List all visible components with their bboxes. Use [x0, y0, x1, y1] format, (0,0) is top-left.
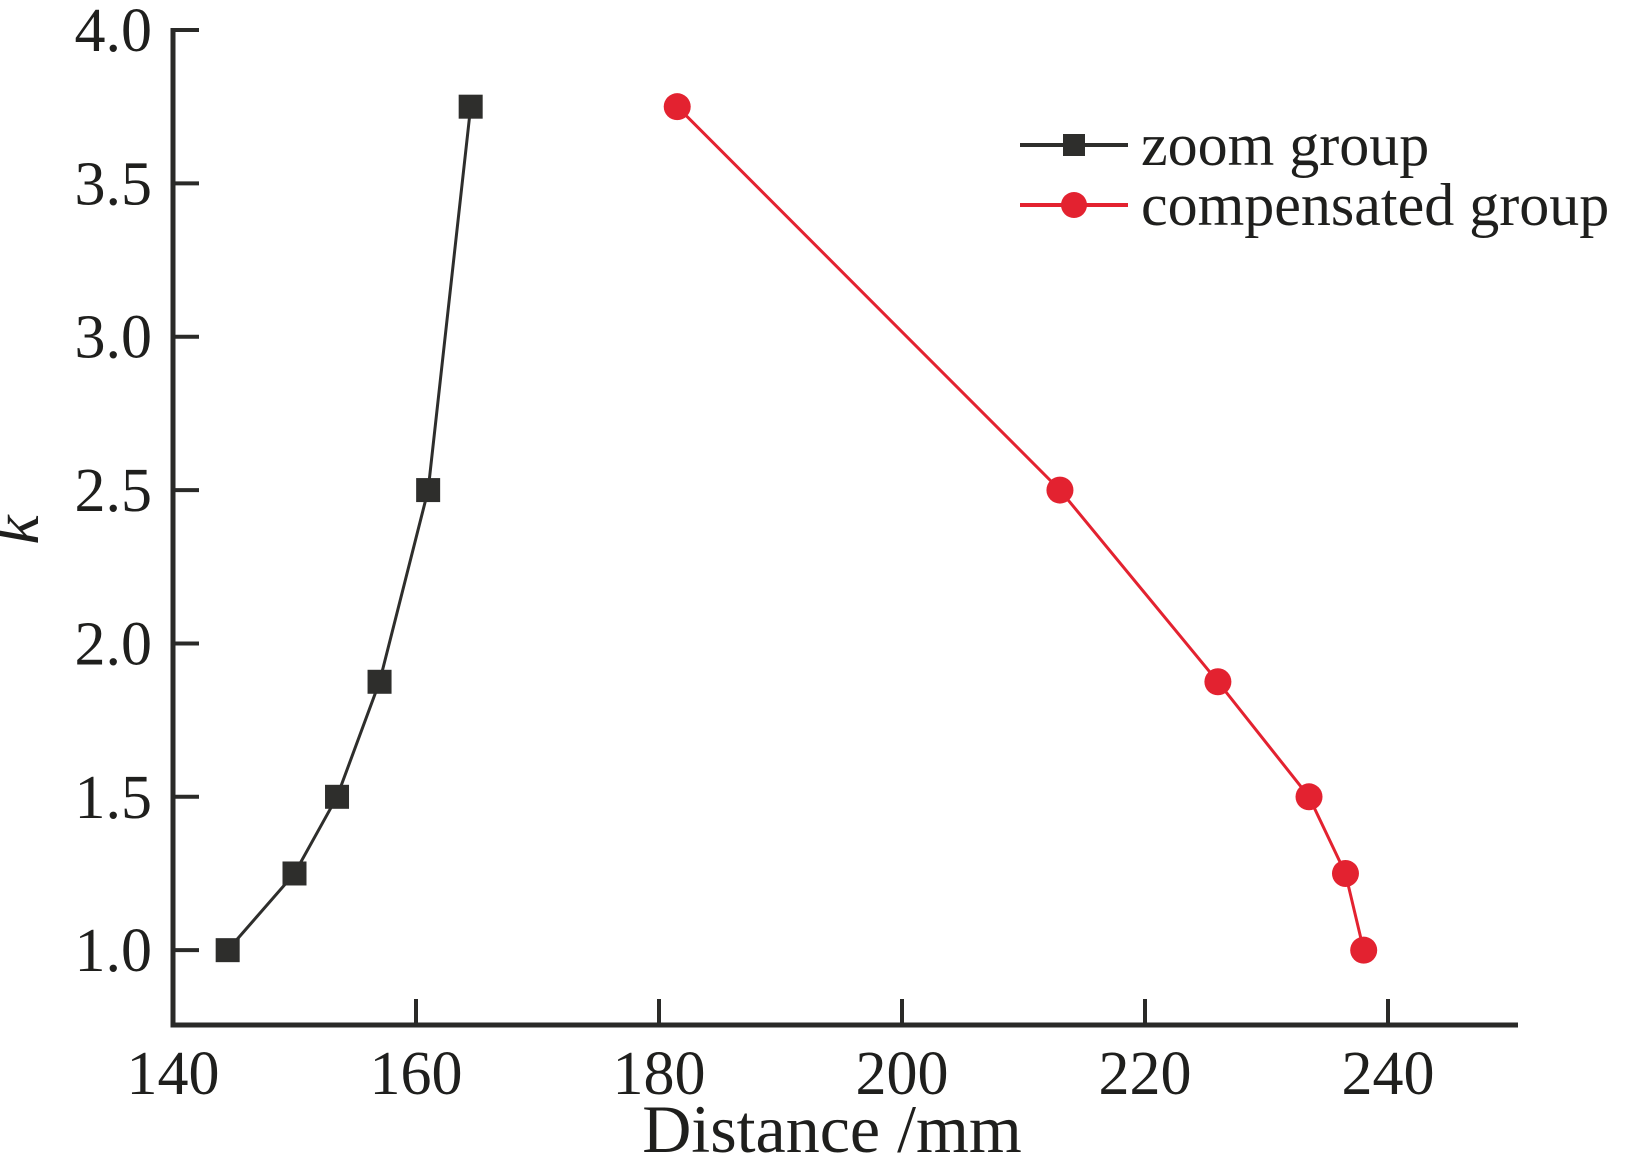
- zoom-group-marker-square: [367, 669, 392, 694]
- y-tick-label: 1.0: [75, 917, 153, 985]
- zoom-group-marker-square: [325, 784, 350, 809]
- legend-label-compensated-group: compensated group: [1141, 172, 1609, 238]
- x-tick-label: 180: [612, 1040, 705, 1108]
- x-tick-label: 240: [1341, 1040, 1434, 1108]
- y-tick-label: 2.0: [75, 610, 153, 678]
- y-axis-title: k: [0, 514, 53, 545]
- x-tick-label: 200: [855, 1040, 948, 1108]
- series-compensated-group: [663, 93, 1378, 964]
- y-tick-label: 3.5: [75, 150, 153, 218]
- legend-entry-zoom-group: zoom group: [1020, 112, 1429, 178]
- series-line-zoom-group: [226, 106, 473, 952]
- data-series: [215, 93, 1378, 964]
- x-tick-label: 220: [1098, 1040, 1191, 1108]
- legend-marker-square: [1063, 134, 1085, 156]
- zoom-group-marker-square: [416, 478, 441, 503]
- compensated-group-marker-circle: [663, 93, 691, 121]
- legend-marker-circle: [1061, 192, 1087, 218]
- y-tick-label: 1.5: [75, 764, 153, 832]
- compensated-group-marker-circle: [1295, 783, 1323, 811]
- legend-label-zoom-group: zoom group: [1141, 112, 1429, 178]
- y-tick-label: 4.0: [75, 0, 153, 65]
- compensated-group-marker-circle: [1350, 936, 1378, 964]
- zoom-group-marker-square: [282, 861, 307, 886]
- zoom-group-marker-square: [215, 938, 240, 963]
- series-zoom-group: [215, 94, 483, 963]
- x-tick-label: 140: [127, 1040, 220, 1108]
- compensated-group-marker-circle: [1331, 859, 1359, 887]
- compensated-group-marker-circle: [1046, 476, 1074, 504]
- y-tick-label: 2.5: [75, 457, 153, 525]
- legend-entry-compensated-group: compensated group: [1020, 172, 1609, 238]
- y-tick-label: 3.0: [75, 304, 153, 372]
- x-axis-title: Distance /mm: [642, 1091, 1022, 1167]
- x-tick-label: 160: [369, 1040, 462, 1108]
- zoom-group-marker-square: [458, 94, 483, 119]
- axes: 140 160 180 200 220 240 1.0 1.5 2.0 2.5 3.0 3.5 4.0: [75, 0, 1518, 1108]
- compensated-group-marker-circle: [1204, 668, 1232, 696]
